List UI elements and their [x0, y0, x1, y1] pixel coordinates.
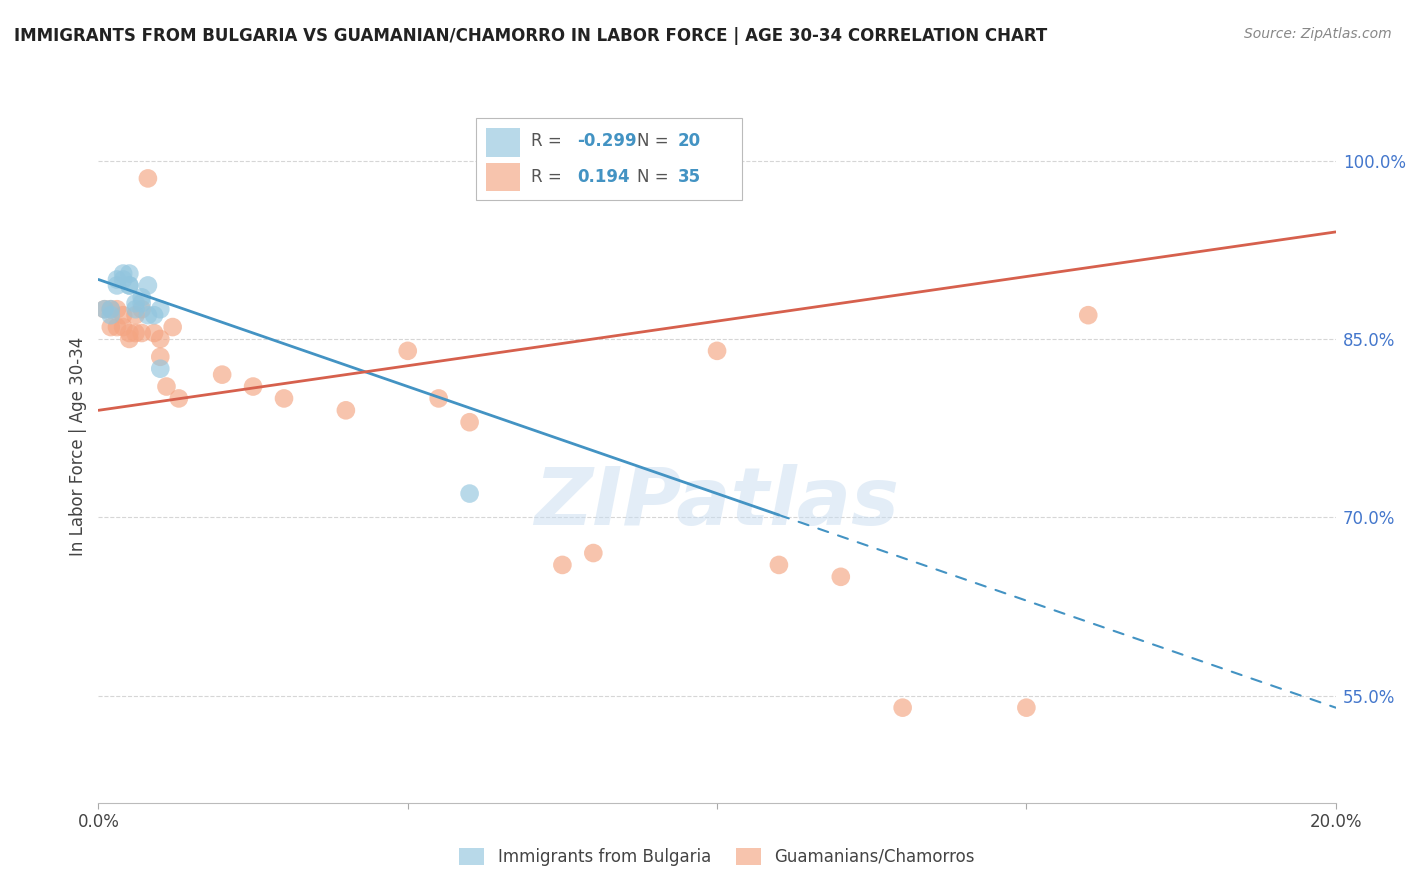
Point — [105, 272, 128, 286]
Legend: Immigrants from Bulgaria, Guamanians/Chamorros: Immigrants from Bulgaria, Guamanians/Cha… — [460, 847, 974, 866]
Point — [396, 343, 419, 358]
Text: N =: N = — [637, 168, 673, 186]
Point — [105, 302, 128, 317]
Point — [136, 278, 159, 293]
Point — [124, 302, 146, 317]
Point — [830, 570, 852, 584]
Point — [118, 326, 141, 340]
Point — [335, 403, 357, 417]
FancyBboxPatch shape — [475, 118, 742, 200]
Point — [427, 392, 450, 406]
Point — [118, 267, 141, 281]
Point — [458, 486, 481, 500]
Text: ZIPatlas: ZIPatlas — [534, 464, 900, 542]
Point — [768, 558, 790, 572]
Point — [105, 278, 128, 293]
Point — [273, 392, 295, 406]
Point — [100, 320, 122, 334]
Y-axis label: In Labor Force | Age 30-34: In Labor Force | Age 30-34 — [69, 336, 87, 556]
Point — [149, 350, 172, 364]
Point — [149, 361, 172, 376]
Point — [131, 302, 153, 317]
Point — [242, 379, 264, 393]
Point — [458, 415, 481, 429]
Point — [143, 326, 166, 340]
Point — [131, 296, 153, 310]
Point — [112, 272, 135, 286]
Point — [131, 326, 153, 340]
Point — [112, 308, 135, 322]
Point — [149, 302, 172, 317]
Point — [149, 332, 172, 346]
Point — [124, 326, 146, 340]
Point — [891, 700, 914, 714]
Point — [118, 332, 141, 346]
FancyBboxPatch shape — [485, 128, 520, 157]
Point — [1015, 700, 1038, 714]
Point — [131, 290, 153, 304]
Point — [100, 302, 122, 317]
Point — [118, 278, 141, 293]
Text: -0.299: -0.299 — [578, 132, 637, 150]
Point — [93, 302, 115, 317]
Point — [167, 392, 190, 406]
Point — [155, 379, 177, 393]
Text: IMMIGRANTS FROM BULGARIA VS GUAMANIAN/CHAMORRO IN LABOR FORCE | AGE 30-34 CORREL: IMMIGRANTS FROM BULGARIA VS GUAMANIAN/CH… — [14, 27, 1047, 45]
Text: R =: R = — [531, 168, 568, 186]
Point — [112, 320, 135, 334]
Point — [706, 343, 728, 358]
Point — [211, 368, 233, 382]
Point — [136, 308, 159, 322]
Point — [143, 308, 166, 322]
Point — [136, 171, 159, 186]
FancyBboxPatch shape — [485, 162, 520, 191]
Point — [582, 546, 605, 560]
Point — [105, 320, 128, 334]
Point — [124, 296, 146, 310]
Text: 20: 20 — [678, 132, 700, 150]
Point — [1077, 308, 1099, 322]
Point — [162, 320, 184, 334]
Text: Source: ZipAtlas.com: Source: ZipAtlas.com — [1244, 27, 1392, 41]
Point — [112, 267, 135, 281]
Text: R =: R = — [531, 132, 568, 150]
Text: 0.194: 0.194 — [578, 168, 630, 186]
Point — [93, 302, 115, 317]
Point — [118, 278, 141, 293]
Text: 35: 35 — [678, 168, 700, 186]
Point — [124, 308, 146, 322]
Text: N =: N = — [637, 132, 673, 150]
Point — [100, 302, 122, 317]
Point — [100, 308, 122, 322]
Point — [551, 558, 574, 572]
